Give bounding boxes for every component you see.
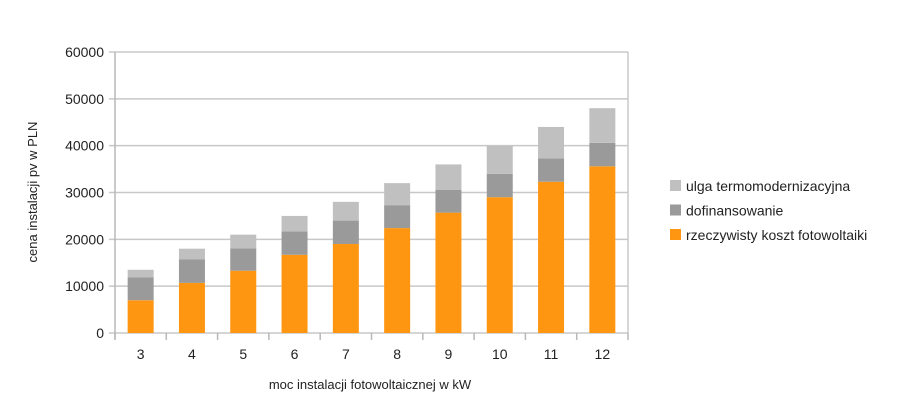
bar-segment — [538, 126, 565, 159]
x-tick-label: 7 — [342, 346, 350, 362]
legend-swatch — [670, 180, 681, 191]
bar-segment — [486, 197, 513, 333]
bar-segment — [332, 201, 359, 221]
bar-segment — [281, 254, 308, 333]
bar-segment — [332, 220, 359, 245]
bar-segment — [127, 277, 154, 301]
y-tick-label: 30000 — [65, 185, 104, 201]
bar-segment — [230, 248, 257, 271]
bar-segment — [230, 234, 257, 249]
x-tick-label: 3 — [137, 346, 145, 362]
legend-label: dofinansowanie — [686, 203, 784, 219]
y-axis-label: cena instalacji pv w PLN — [25, 122, 40, 263]
y-tick-label: 40000 — [65, 138, 104, 154]
bar-segment — [486, 145, 513, 174]
bar-segment — [435, 164, 462, 190]
y-tick-label: 50000 — [65, 91, 104, 107]
bar-segment — [538, 181, 565, 333]
bar-segment — [281, 231, 308, 255]
legend: ulga termomodernizacyjna dofinansowanie rz… — [670, 178, 867, 243]
bar-segment — [127, 269, 154, 278]
bar-segment — [332, 244, 359, 333]
bar-segment — [384, 205, 411, 229]
bar-segment — [435, 212, 462, 333]
bar-segment — [486, 173, 513, 198]
x-tick-label: 12 — [595, 346, 611, 362]
bar-segment — [384, 183, 411, 206]
legend-label: rzeczywisty koszt fotowoltaiki — [686, 227, 867, 243]
y-tick-label: 20000 — [65, 231, 104, 247]
x-tick-label: 5 — [239, 346, 247, 362]
x-tick-label: 11 — [544, 346, 559, 362]
x-tick-label: 6 — [291, 346, 299, 362]
legend-label: ulga termomodernizacyjna — [686, 178, 850, 194]
bar-segment — [589, 108, 616, 143]
bar-segment — [589, 166, 616, 333]
legend-swatch — [670, 229, 681, 240]
bar-segment — [435, 189, 462, 213]
x-tick-label: 8 — [393, 346, 401, 362]
bar-segment — [127, 300, 154, 333]
y-tick-label: 0 — [96, 325, 104, 341]
bar-segment — [384, 228, 411, 333]
bar-segment — [589, 142, 616, 167]
x-axis-label: moc instalacji fotowoltaicznej w kW — [269, 377, 472, 392]
bar-segment — [178, 282, 205, 333]
y-tick-label: 10000 — [65, 278, 104, 294]
bar-segment — [178, 259, 205, 283]
y-tick-label: 60000 — [65, 44, 104, 60]
bar-segment — [178, 248, 205, 260]
x-tick-label: 4 — [188, 346, 196, 362]
x-tick-label: 10 — [492, 346, 508, 362]
bar-segment — [281, 215, 308, 232]
bar-segment — [538, 158, 565, 182]
x-tick-label: 9 — [445, 346, 453, 362]
legend-swatch — [670, 204, 681, 216]
bar-segment — [230, 270, 257, 333]
